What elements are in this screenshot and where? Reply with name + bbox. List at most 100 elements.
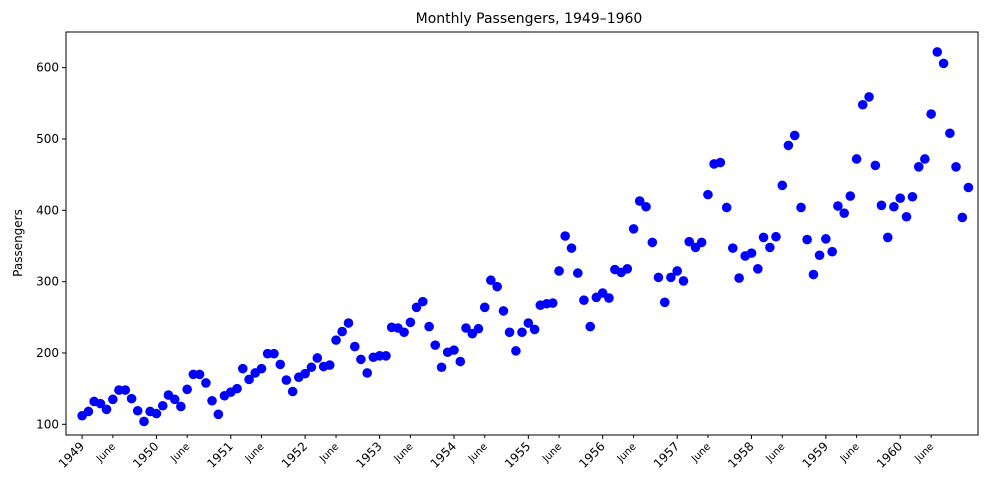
data-point (523, 318, 534, 328)
data-point (913, 162, 924, 172)
data-point (560, 231, 570, 241)
data-point (579, 295, 589, 305)
data-point (758, 232, 769, 243)
data-point (839, 208, 849, 218)
data-point (424, 321, 434, 332)
data-point (120, 385, 131, 395)
data-point (356, 354, 366, 365)
data-point (492, 281, 502, 292)
data-point (951, 162, 961, 172)
y-tick-label: 600 (36, 61, 59, 75)
data-point (101, 404, 112, 415)
data-point (511, 346, 521, 356)
data-point (337, 326, 347, 337)
data-point (845, 191, 856, 201)
data-point (312, 353, 323, 363)
data-point (201, 378, 211, 388)
data-point (455, 356, 466, 367)
data-point (566, 243, 577, 253)
data-point (672, 266, 682, 276)
data-point (604, 293, 614, 303)
data-point (287, 386, 298, 397)
data-point (585, 321, 596, 332)
data-point (418, 296, 428, 307)
data-point (833, 201, 843, 211)
data-point (796, 202, 806, 213)
data-point (151, 408, 162, 419)
data-point (932, 47, 943, 57)
data-point (281, 375, 292, 385)
y-tick-label: 100 (36, 417, 59, 431)
data-point (678, 276, 689, 286)
data-point (473, 323, 484, 334)
data-point (547, 298, 558, 308)
data-point (641, 201, 651, 212)
data-point (498, 306, 509, 316)
data-point (802, 234, 812, 245)
data-point (349, 341, 360, 352)
data-point (300, 368, 310, 379)
data-point (486, 275, 496, 286)
data-point (194, 369, 205, 380)
data-point (634, 196, 645, 206)
data-point (306, 362, 317, 373)
data-point (331, 335, 341, 345)
data-point (721, 202, 732, 213)
data-point (461, 323, 471, 333)
data-point (963, 182, 974, 193)
data-point (857, 99, 868, 110)
data-point (653, 272, 664, 283)
data-point (381, 351, 391, 361)
data-point (727, 243, 738, 253)
y-axis-label: Passengers (11, 209, 25, 277)
y-tick-label: 200 (36, 346, 59, 360)
data-point (882, 232, 893, 243)
data-point (696, 237, 707, 248)
data-point (343, 318, 354, 328)
data-point (684, 236, 695, 247)
data-point (622, 264, 633, 274)
chart-title: Monthly Passengers, 1949–1960 (416, 11, 643, 27)
data-point (715, 157, 726, 168)
data-point (237, 363, 248, 374)
data-point (436, 362, 447, 373)
data-point (827, 246, 837, 257)
data-point (405, 317, 416, 328)
data-point (504, 327, 515, 338)
y-tick-label: 500 (36, 132, 59, 146)
data-point (157, 400, 168, 411)
data-point (920, 154, 930, 164)
data-point (95, 398, 106, 409)
data-point (765, 242, 775, 253)
data-point (628, 224, 639, 234)
data-point (647, 237, 658, 248)
data-point (783, 140, 794, 151)
data-point (213, 409, 224, 420)
data-point (901, 211, 912, 222)
data-point (132, 405, 143, 416)
data-point (256, 363, 267, 374)
data-point (169, 394, 180, 405)
data-point (517, 327, 527, 338)
data-point (864, 92, 874, 102)
data-point (430, 340, 441, 350)
data-point (746, 248, 757, 258)
data-point (889, 201, 899, 212)
data-point (907, 191, 918, 202)
data-point (275, 359, 286, 370)
data-point (926, 109, 936, 119)
data-point (659, 297, 670, 308)
data-point (666, 272, 676, 283)
data-point (734, 273, 744, 283)
data-point (324, 360, 335, 370)
data-point (945, 128, 955, 139)
data-point (821, 234, 831, 244)
data-point (753, 264, 763, 274)
data-point (449, 345, 459, 355)
data-point (851, 154, 862, 164)
data-point (411, 302, 422, 313)
data-point (269, 348, 279, 359)
data-point (703, 189, 713, 200)
